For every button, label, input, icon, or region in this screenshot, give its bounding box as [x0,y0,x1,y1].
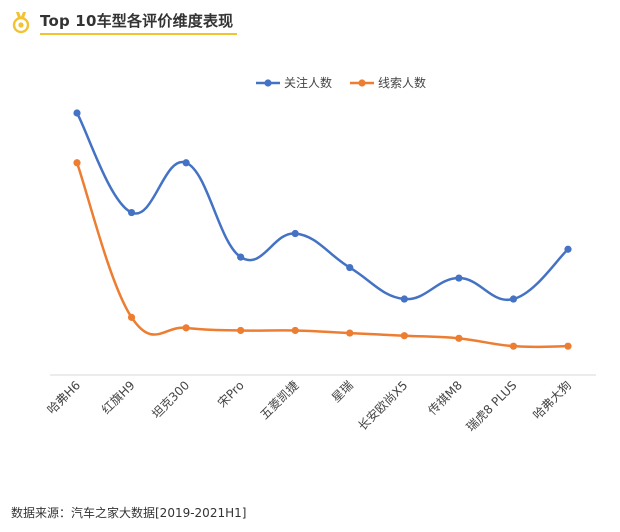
legend-item-2: 线索人数 [350,75,426,90]
data-point-s2-4 [237,326,245,335]
data-point-s1-5 [291,229,299,238]
x-tick-label-10: 哈弗大狗 [530,378,574,422]
x-tick-label-7: 长安欧尚X5 [355,378,411,434]
data-point-s1-9 [509,295,518,303]
x-tick-label-6: 星瑞 [329,378,356,405]
legend-marker-1 [264,79,272,87]
series-line-2 [75,161,570,349]
legend-label-2: 线索人数 [378,75,426,90]
data-point-s1-10 [564,245,572,253]
legend-marker-2 [358,79,366,87]
x-tick-label-5: 五菱凯捷 [257,378,301,422]
legend-label-1: 关注人数 [284,75,332,90]
data-point-s2-2 [127,313,136,321]
data-point-s1-1 [73,109,81,117]
x-tick-label-4: 宋Pro [214,378,247,411]
x-tick-label-8: 传祺M8 [425,378,465,418]
data-point-s1-8 [455,274,463,282]
data-point-s1-3 [182,159,190,167]
data-point-s2-8 [455,334,463,342]
data-point-s2-5 [291,326,299,335]
x-tick-label-3: 坦克300 [149,378,192,421]
data-point-s1-2 [127,208,136,217]
data-point-s2-9 [509,342,518,350]
data-point-s1-4 [237,253,245,261]
data-point-s1-6 [346,263,354,272]
medal-icon [12,12,30,34]
data-point-s2-1 [73,159,81,167]
x-tick-label-1: 哈弗H6 [44,378,83,417]
data-point-s2-3 [182,324,190,332]
data-source-note: 数据来源：汽车之家大数据[2019-2021H1] [11,506,247,520]
chart-header: Top 10车型各评价维度表现 [0,0,620,40]
data-point-s1-7 [400,295,408,303]
x-tick-label-2: 红旗H9 [98,378,137,417]
data-point-s2-6 [346,329,354,337]
title-underline [40,33,237,35]
data-point-s2-10 [564,342,572,350]
x-tick-label-9: 瑞虎8 PLUS [464,378,520,434]
legend-item-1: 关注人数 [256,75,332,90]
series-line-1 [75,111,570,302]
data-point-s2-7 [400,332,408,340]
chart-title: Top 10车型各评价维度表现 [40,12,234,30]
